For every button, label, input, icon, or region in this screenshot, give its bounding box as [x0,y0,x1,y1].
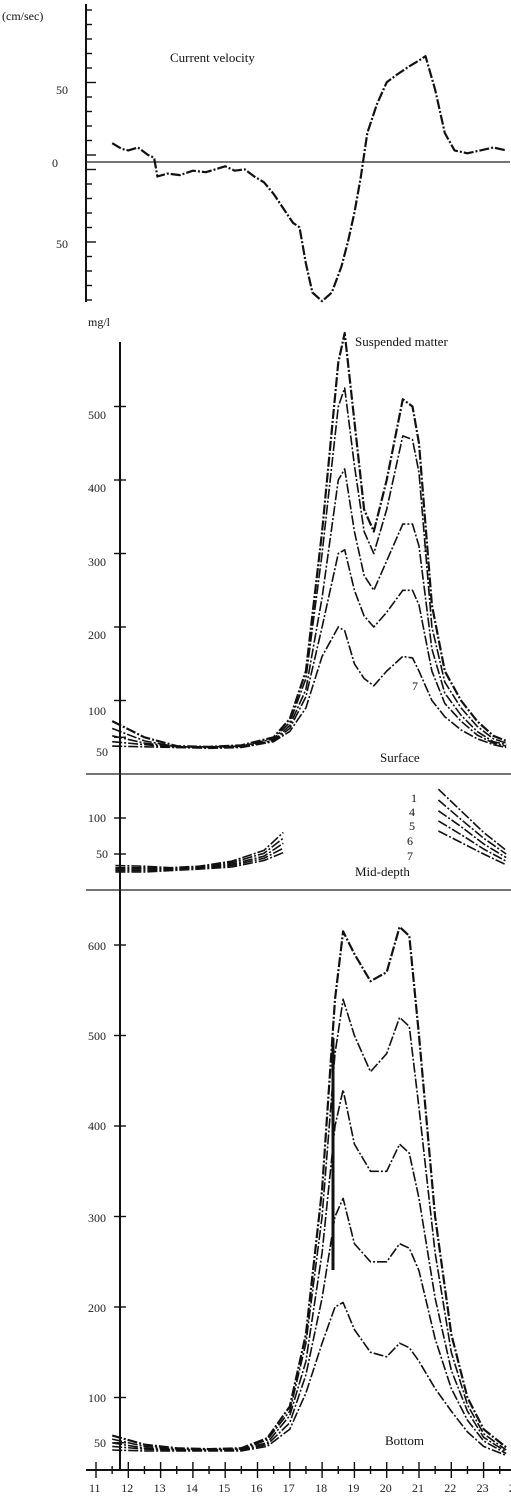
mid-depth-series-line [437,799,507,855]
mid-depth-series-line [438,830,507,866]
x-axis-tick-label: 21 [412,1481,424,1495]
velocity-tick-label: 50 [56,83,68,97]
surface-tick-label: 500 [88,408,106,422]
mid-depth-series-line [115,842,284,870]
x-axis-tick-label: 19 [347,1481,359,1495]
mid-depth-series-line [115,851,284,873]
mid-depth-series-line [437,810,507,859]
mid-depth-series-labels: 1 4 5 6 7 [407,791,417,863]
x-axis-tick-label: 24 [509,1481,511,1495]
bottom-tick-label: 300 [88,1211,106,1225]
bottom-series-3-line [112,1089,507,1453]
x-axis-tick-label: 12 [121,1481,133,1495]
bottom-tick-label: 100 [88,1391,106,1405]
bottom-y-ticks [114,944,126,1444]
velocity-y-ticks [86,9,96,301]
mid-depth-subtitle: Mid-depth [355,864,410,879]
x-axis-ticks [95,1462,501,1478]
mid-depth-series-label: 4 [409,805,415,819]
surface-subtitle: Surface [380,750,420,765]
mid-depth-y-ticks [114,817,126,855]
bottom-tick-label: 600 [88,939,106,953]
bottom-panel: Bottom 50 100 200 300 400 500 600 [88,925,507,1457]
surface-tick-label: 100 [88,704,106,718]
mid-depth-series-label: 1 [411,791,417,805]
mid-depth-series-line [437,820,507,862]
x-axis-tick-label: 18 [315,1481,327,1495]
surface-series-3-line [112,468,507,749]
x-axis: 11 12 13 14 15 16 17 18 19 20 21 22 23 24 [86,1462,511,1495]
mid-depth-panel: Mid-depth 100 50 1 4 5 6 7 [86,788,511,891]
surface-title: Suspended matter [355,334,448,349]
bottom-series-4-line [112,1197,507,1455]
bottom-tick-label: 400 [88,1119,106,1133]
surface-series-2-line [111,387,507,748]
velocity-series-line [111,55,507,303]
x-axis-tick-label: 13 [154,1481,166,1495]
mid-depth-series-label: 6 [407,834,413,848]
surface-series-label: 7 [412,679,418,693]
x-axis-tick-label: 17 [283,1481,295,1495]
velocity-title: Current velocity [170,50,255,65]
mid-depth-series-lines [115,788,507,873]
bottom-tick-label: 200 [88,1301,106,1315]
mid-depth-series-label: 7 [407,849,413,863]
surface-tick-label: 300 [88,555,106,569]
velocity-tick-label: 0 [52,156,58,170]
surface-tick-label: 400 [88,481,106,495]
bottom-subtitle: Bottom [385,1433,424,1448]
bottom-series-1-line [111,925,507,1451]
bottom-series-2-line [112,998,507,1451]
surface-unit-label: mg/l [88,315,111,329]
x-axis-tick-label: 16 [251,1481,263,1495]
mid-depth-series-line [437,788,507,852]
x-axis-tick-label: 15 [218,1481,230,1495]
x-axis-tick-label: 20 [380,1481,392,1495]
x-axis-tick-labels: 11 12 13 14 15 16 17 18 19 20 21 22 23 24 [89,1481,511,1495]
bottom-tick-label: 50 [94,1436,106,1450]
x-axis-tick-label: 14 [186,1481,198,1495]
surface-series-label: 1 [422,541,428,555]
bottom-tick-label: 500 [88,1029,106,1043]
velocity-unit-label: (cm/sec) [2,9,43,23]
surface-tick-label: 50 [96,745,108,759]
x-axis-tick-label: 23 [477,1481,489,1495]
surface-panel: mg/l Suspended matter Surface 50 100 200… [86,315,511,1470]
velocity-panel: (cm/sec) Current velocity 50 0 50 [2,4,510,303]
mid-depth-series-line [115,831,284,869]
mid-depth-series-label: 5 [409,819,415,833]
bottom-series-5-line [112,1301,507,1457]
mid-depth-series-line [115,837,284,870]
velocity-tick-label: 50 [56,237,68,251]
x-axis-tick-label: 11 [89,1481,101,1495]
mid-depth-tick-label: 100 [88,811,106,825]
surface-series-1-line [111,331,507,748]
x-axis-tick-label: 22 [444,1481,456,1495]
mid-depth-tick-label: 50 [96,847,108,861]
surface-tick-label: 200 [88,628,106,642]
